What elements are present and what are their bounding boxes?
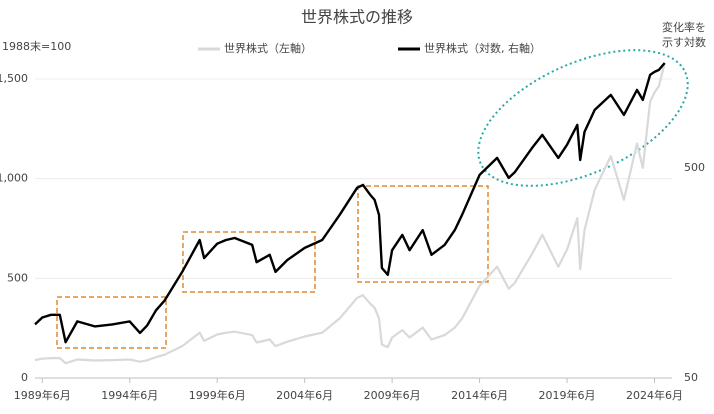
x-tick-label: 2014年6月	[451, 388, 508, 402]
y-tick-label: 1,500	[0, 72, 28, 85]
y2-tick-label: 500	[684, 161, 705, 174]
y-tick-label: 1,000	[0, 172, 28, 185]
y-axis-label: 1988末=100	[2, 39, 71, 53]
x-tick-label: 1999年6月	[189, 388, 246, 402]
x-tick-label: 2009年6月	[364, 388, 421, 402]
series-line	[34, 62, 666, 344]
annotation: 変化率を	[662, 20, 706, 34]
x-tick-label: 2024年6月	[626, 388, 683, 402]
annotation: 示す対数	[662, 35, 706, 49]
x-tick-label: 2004年6月	[276, 388, 333, 402]
y2-tick-label: 50	[684, 371, 698, 384]
legend-label: 世界株式（対数, 右軸）	[424, 41, 541, 55]
chart-title: 世界株式の推移	[301, 8, 413, 27]
x-tick-label: 1989年6月	[14, 388, 71, 402]
y-tick-label: 500	[7, 271, 28, 284]
highlight-box	[182, 231, 316, 293]
legend-label: 世界株式（左軸）	[224, 41, 312, 55]
series-line	[34, 62, 666, 365]
y-tick-label: 0	[21, 371, 28, 384]
x-tick-label: 2019年6月	[539, 388, 596, 402]
highlight-box	[357, 185, 489, 283]
x-tick-label: 1994年6月	[101, 388, 158, 402]
highlight-boxes	[56, 185, 489, 349]
